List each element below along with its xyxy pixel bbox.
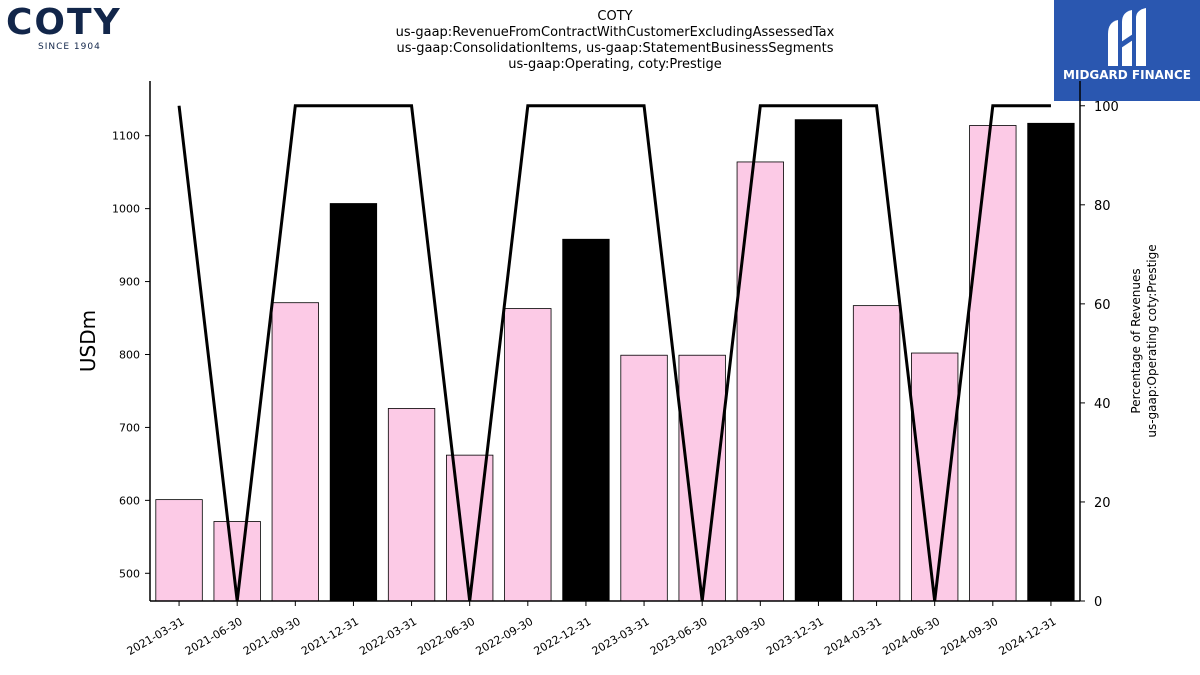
bar <box>387 408 436 602</box>
bar <box>969 125 1017 602</box>
y-tick-label: 1000 <box>112 203 140 216</box>
bar <box>446 454 494 602</box>
x-tick-label: 2021-06-30 <box>183 615 245 658</box>
x-tick-label: 2023-09-30 <box>706 615 768 658</box>
x-tick-label: 2022-09-30 <box>473 615 535 658</box>
y2-axis-label: Percentage of Revenues us-gaap:Operating … <box>1129 244 1159 437</box>
percentage-line <box>177 104 1051 602</box>
x-tick-label: 2024-09-30 <box>938 615 1000 658</box>
chart-title-line: COTY <box>597 9 632 24</box>
x-tick-label: 2021-03-31 <box>125 615 187 658</box>
coty-logo-word: COTY <box>6 2 122 43</box>
y-tick-label: 1100 <box>112 130 140 143</box>
y2-tick-label: 60 <box>1094 298 1111 313</box>
chart-title-line: us-gaap:Operating, coty:Prestige <box>508 57 722 72</box>
bar <box>329 203 378 602</box>
x-tick-label: 2022-03-31 <box>357 615 419 658</box>
y2-tick-label: 0 <box>1094 595 1102 610</box>
midgard-finance-text: MIDGARD FINANCE <box>1063 68 1191 82</box>
midgard-emblem-icon <box>1108 8 1146 66</box>
midgard-finance-logo: MIDGARD FINANCE <box>1054 0 1200 101</box>
chart-title-line: us-gaap:RevenueFromContractWithCustomerE… <box>396 25 835 40</box>
bar <box>271 302 319 602</box>
y2-axis-label-line: Percentage of Revenues <box>1129 268 1143 413</box>
bar <box>1027 122 1075 602</box>
line-group <box>177 104 1051 602</box>
bar <box>911 352 959 602</box>
bar <box>620 354 668 602</box>
y-tick-label: 500 <box>119 567 140 580</box>
y-tick-label: 600 <box>119 494 140 507</box>
bars-group <box>155 119 1075 602</box>
bar <box>736 161 784 602</box>
bar <box>562 238 610 602</box>
x-tick-label: 2024-12-31 <box>997 615 1059 658</box>
y2-tick-label: 40 <box>1094 397 1111 412</box>
x-tick-label: 2023-03-31 <box>590 615 652 658</box>
x-tick-label: 2023-06-30 <box>648 615 710 658</box>
bar <box>852 305 901 602</box>
x-tick-label: 2021-12-31 <box>299 615 361 658</box>
y-axis-label: USDm <box>76 310 100 372</box>
y-tick-label: 700 <box>119 421 140 434</box>
y-tick-label: 900 <box>119 276 140 289</box>
x-tick-label: 2021-09-30 <box>241 615 303 658</box>
x-tick-label: 2022-12-31 <box>532 615 594 658</box>
bar <box>794 119 843 602</box>
chart-title: COTYus-gaap:RevenueFromContractWithCusto… <box>396 9 835 72</box>
y-tick-label: 800 <box>119 348 140 361</box>
y2-tick-label: 100 <box>1094 100 1119 115</box>
bar <box>504 308 552 602</box>
x-tick-label: 2022-06-30 <box>415 615 477 658</box>
coty-logo: COTY SINCE 1904 <box>6 4 134 56</box>
chart-title-line: us-gaap:ConsolidationItems, us-gaap:Stat… <box>396 41 833 56</box>
y2-axis-label-line: us-gaap:Operating coty:Prestige <box>1145 244 1159 437</box>
x-tick-label: 2024-06-30 <box>880 615 942 658</box>
y2-tick-label: 20 <box>1094 496 1111 511</box>
x-tick-label: 2023-12-31 <box>764 615 826 658</box>
bar <box>213 521 261 602</box>
bar <box>155 499 203 602</box>
x-tick-label: 2024-03-31 <box>822 615 884 658</box>
y2-tick-label: 80 <box>1094 199 1111 214</box>
bar <box>678 354 726 602</box>
coty-logo-since: SINCE 1904 <box>38 42 101 52</box>
